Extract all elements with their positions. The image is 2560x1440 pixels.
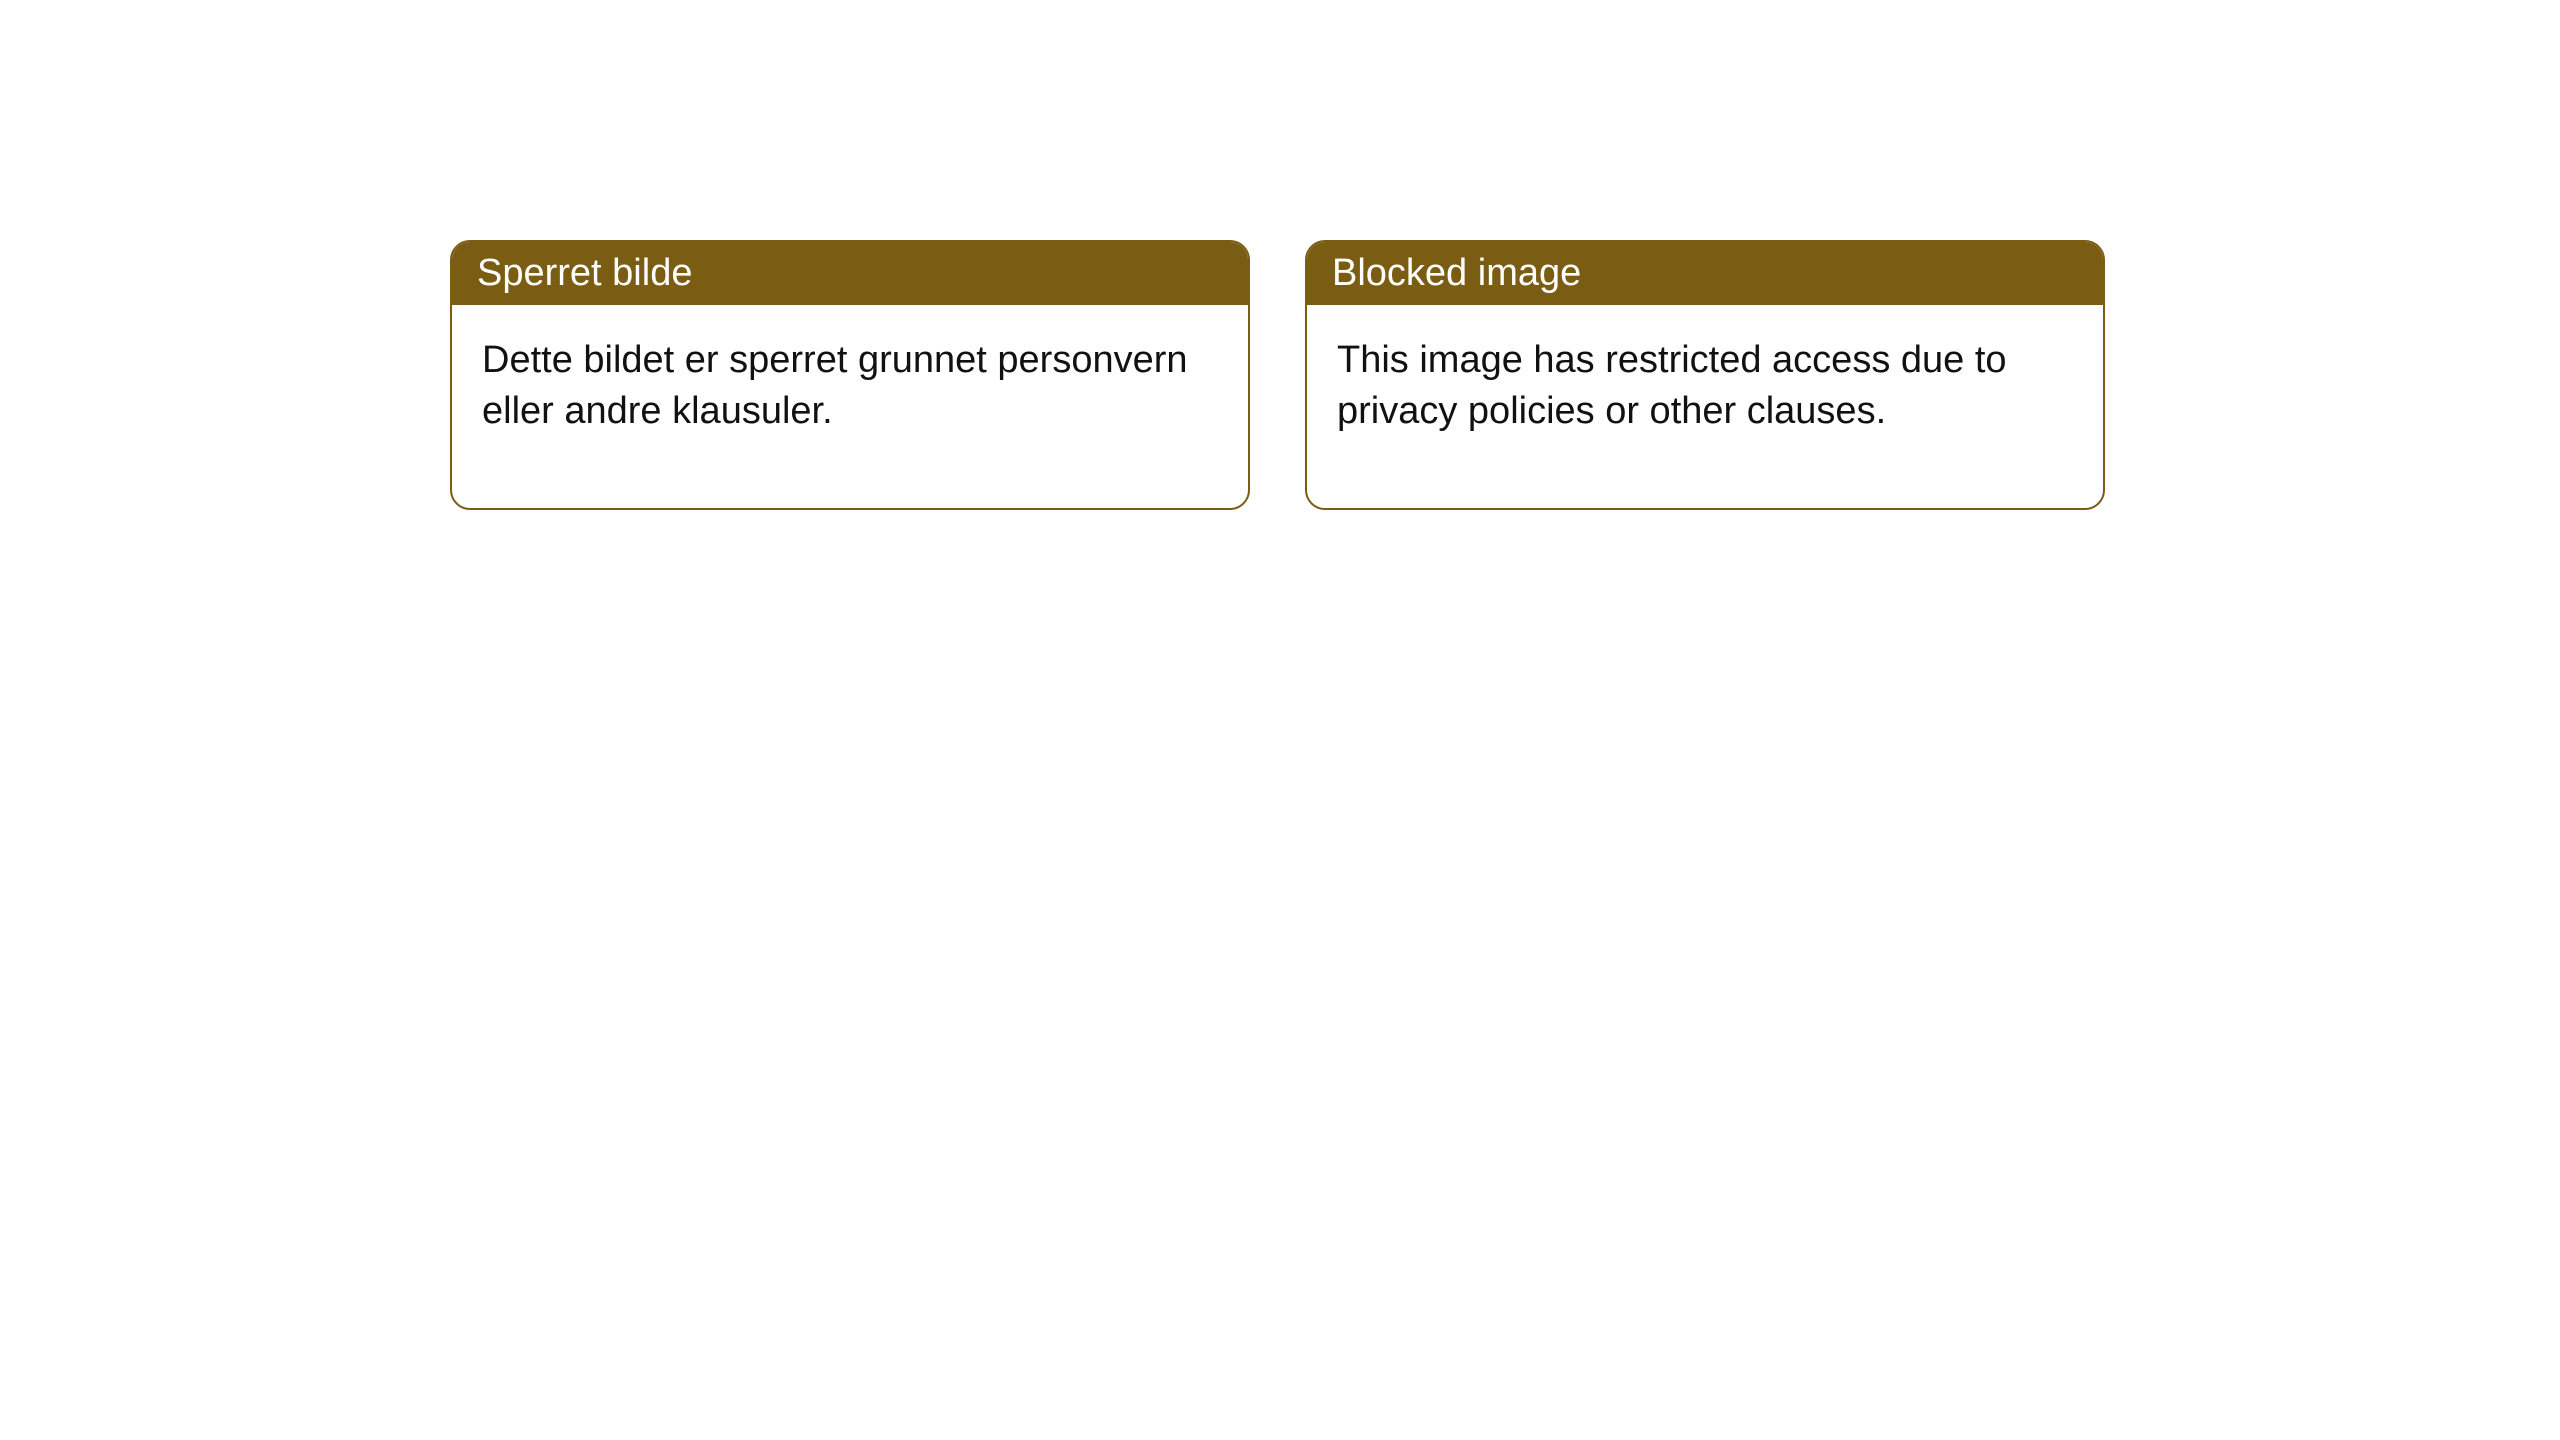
notice-header: Blocked image <box>1307 242 2103 305</box>
notice-card-english: Blocked image This image has restricted … <box>1305 240 2105 510</box>
notice-body: Dette bildet er sperret grunnet personve… <box>452 305 1248 508</box>
notice-card-norwegian: Sperret bilde Dette bildet er sperret gr… <box>450 240 1250 510</box>
notice-header: Sperret bilde <box>452 242 1248 305</box>
notice-body: This image has restricted access due to … <box>1307 305 2103 508</box>
notice-container: Sperret bilde Dette bildet er sperret gr… <box>0 0 2560 510</box>
